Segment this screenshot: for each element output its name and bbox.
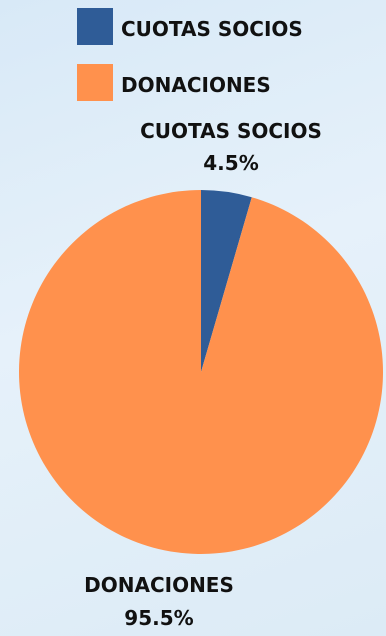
legend-label-donaciones: DONACIONES: [121, 73, 271, 97]
data-label-cuotas-socios-name: CUOTAS SOCIOS: [140, 119, 322, 143]
pie-slices: [19, 190, 383, 554]
legend-swatch-cuotas-socios: [77, 8, 113, 45]
legend: CUOTAS SOCIOS DONACIONES: [77, 8, 303, 101]
pie-slice-donaciones: [19, 190, 383, 554]
pie-slice-cuotas-socios: [201, 190, 252, 372]
data-label-donaciones-value: 95.5%: [124, 606, 193, 630]
legend-label-cuotas-socios: CUOTAS SOCIOS: [121, 17, 303, 41]
legend-swatch-donaciones: [77, 64, 113, 101]
data-label-donaciones-name: DONACIONES: [84, 573, 234, 597]
data-labels: CUOTAS SOCIOS 4.5% DONACIONES 95.5%: [84, 119, 322, 630]
data-label-cuotas-socios-value: 4.5%: [203, 151, 258, 175]
